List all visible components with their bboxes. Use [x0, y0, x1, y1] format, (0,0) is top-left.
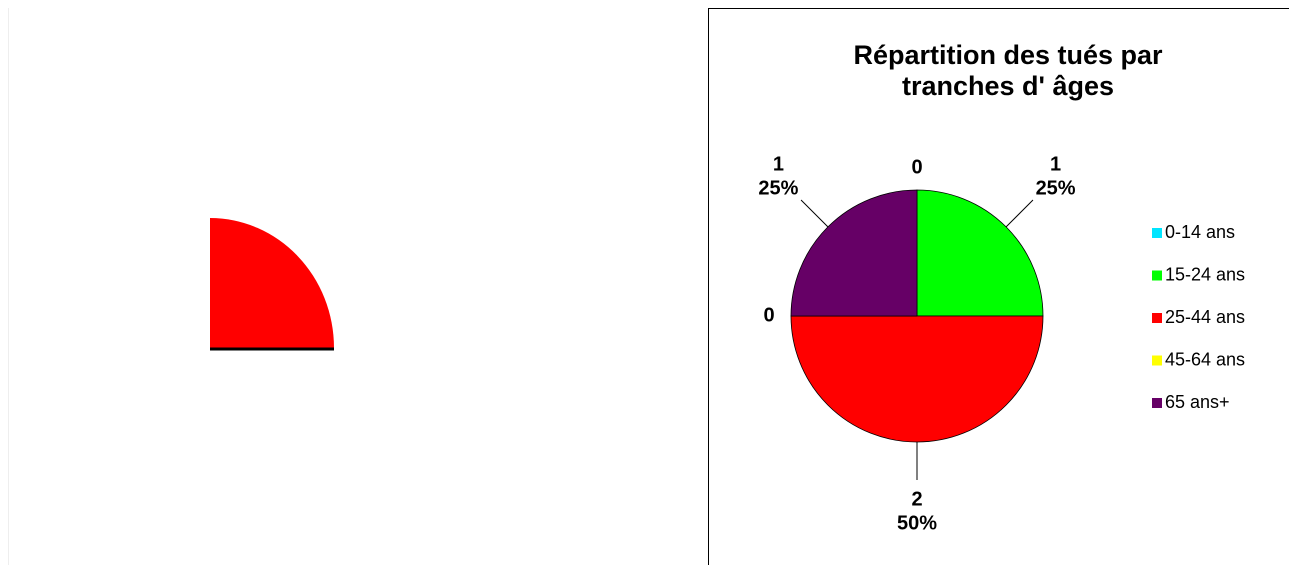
percent-label: 50%	[897, 512, 937, 534]
data-label: 1	[1050, 154, 1061, 176]
data-label: 0	[911, 156, 922, 178]
chart-border	[708, 8, 1289, 565]
legend-label: 15-24 ans	[1165, 264, 1245, 284]
percent-label: 25%	[758, 178, 798, 200]
data-label: 2	[911, 488, 922, 510]
leader-line	[1005, 199, 1034, 228]
legend-swatch	[1152, 270, 1162, 281]
pie-slice	[790, 315, 1044, 443]
legend-label: 45-64 ans	[1165, 349, 1245, 369]
legend-label: 25-44 ans	[1165, 307, 1245, 327]
legend-swatch	[1152, 355, 1162, 366]
legend-swatch	[1152, 313, 1162, 323]
percent-label: 25%	[1036, 178, 1076, 200]
data-label: 1	[773, 154, 784, 176]
chart-title: Répartition des tués par tranches d' âge…	[853, 40, 1163, 101]
legend-label: 65 ans+	[1165, 392, 1230, 412]
leader-line	[800, 199, 829, 228]
data-label: 0	[763, 304, 774, 326]
legend-swatch	[1152, 398, 1162, 408]
legend-swatch	[1152, 228, 1162, 238]
decorative-shape	[210, 218, 334, 348]
legend-label: 0-14 ans	[1165, 222, 1235, 242]
